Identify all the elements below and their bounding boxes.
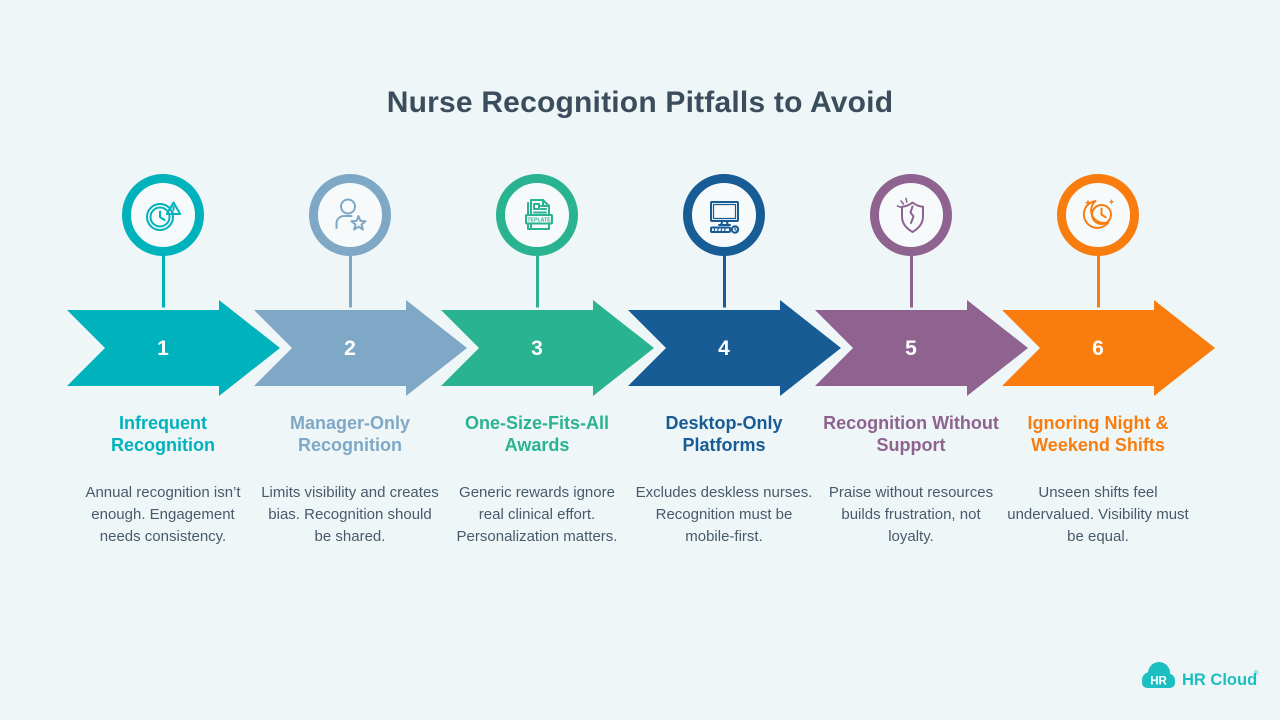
step-column-2: Manager-Only Recognition Limits visibili…	[256, 174, 444, 548]
step-title: Manager-Only Recognition	[289, 413, 411, 455]
desktop-computer-icon	[702, 193, 746, 237]
clock-warning-icon	[141, 193, 185, 237]
connector-line	[348, 256, 352, 310]
step-number: 4	[718, 337, 730, 360]
step-title: Infrequent Recognition	[111, 413, 215, 455]
step-column-3: TEPLATE One-Size-Fits-All Awards Generic…	[443, 174, 631, 548]
step-description: Praise without resources builds frustrat…	[828, 484, 994, 545]
step-icon-badge	[870, 174, 952, 256]
step-title: Recognition Without Support	[823, 413, 999, 455]
step-description: Annual recognition isn’t enough. Engagem…	[85, 484, 241, 545]
arrow-step-5	[812, 297, 1031, 399]
connector-line	[909, 256, 913, 310]
connector-line	[535, 256, 539, 310]
step-number: 1	[157, 337, 169, 360]
broken-shield-icon	[889, 193, 933, 237]
connector-line	[161, 256, 165, 310]
logo-registered-mark: ®	[1254, 670, 1259, 677]
arrow-step-2	[251, 297, 470, 399]
step-icon-badge: TEPLATE	[496, 174, 578, 256]
step-title: Desktop-Only Platforms	[665, 413, 783, 455]
page-title: Nurse Recognition Pitfalls to Avoid	[386, 86, 894, 119]
step-column-5: Recognition Without Support Praise witho…	[817, 174, 1005, 548]
template-document-icon: TEPLATE	[515, 193, 559, 237]
step-number: 6	[1092, 337, 1104, 360]
step-icon-badge	[683, 174, 765, 256]
cloud-icon	[1142, 662, 1175, 688]
hr-cloud-logo: HR HR Cloud ®	[1142, 662, 1259, 689]
logo-badge-text: HR	[1150, 676, 1167, 688]
step-column-1: Infrequent Recognition Annual recognitio…	[69, 174, 257, 548]
step-description: Excludes deskless nurses. Recognition mu…	[635, 484, 813, 545]
step-number: 3	[531, 337, 543, 360]
step-description: Limits visibility and creates bias. Reco…	[261, 484, 439, 545]
template-label: TEPLATE	[527, 217, 551, 223]
step-number: 2	[344, 337, 356, 360]
arrow-step-3	[438, 297, 657, 399]
logo-wordmark: HR Cloud	[1182, 671, 1257, 689]
connector-line	[1096, 256, 1100, 310]
arrow-step-1	[64, 297, 283, 399]
step-icon-badge	[122, 174, 204, 256]
arrow-step-6	[999, 297, 1218, 399]
step-number: 5	[905, 337, 917, 360]
process-arrow-band: 1 2 3 4 5 6	[64, 297, 1218, 399]
night-shift-clock-icon	[1076, 199, 1115, 237]
step-column-4: Desktop-Only Platforms Excludes deskless…	[630, 174, 818, 548]
person-star-icon	[328, 193, 372, 237]
connector-line	[722, 256, 726, 310]
step-icon-badge	[309, 174, 391, 256]
step-description: Generic rewards ignore real clinical eff…	[456, 484, 618, 545]
step-icon-badge	[1057, 174, 1139, 256]
step-title: Ignoring Night & Weekend Shifts	[1027, 413, 1169, 455]
step-column-6: Ignoring Night & Weekend Shifts Unseen s…	[1004, 174, 1192, 548]
step-description: Unseen shifts feel undervalued. Visibili…	[1007, 484, 1189, 545]
step-title: One-Size-Fits-All Awards	[464, 413, 609, 455]
arrow-step-4	[625, 297, 844, 399]
